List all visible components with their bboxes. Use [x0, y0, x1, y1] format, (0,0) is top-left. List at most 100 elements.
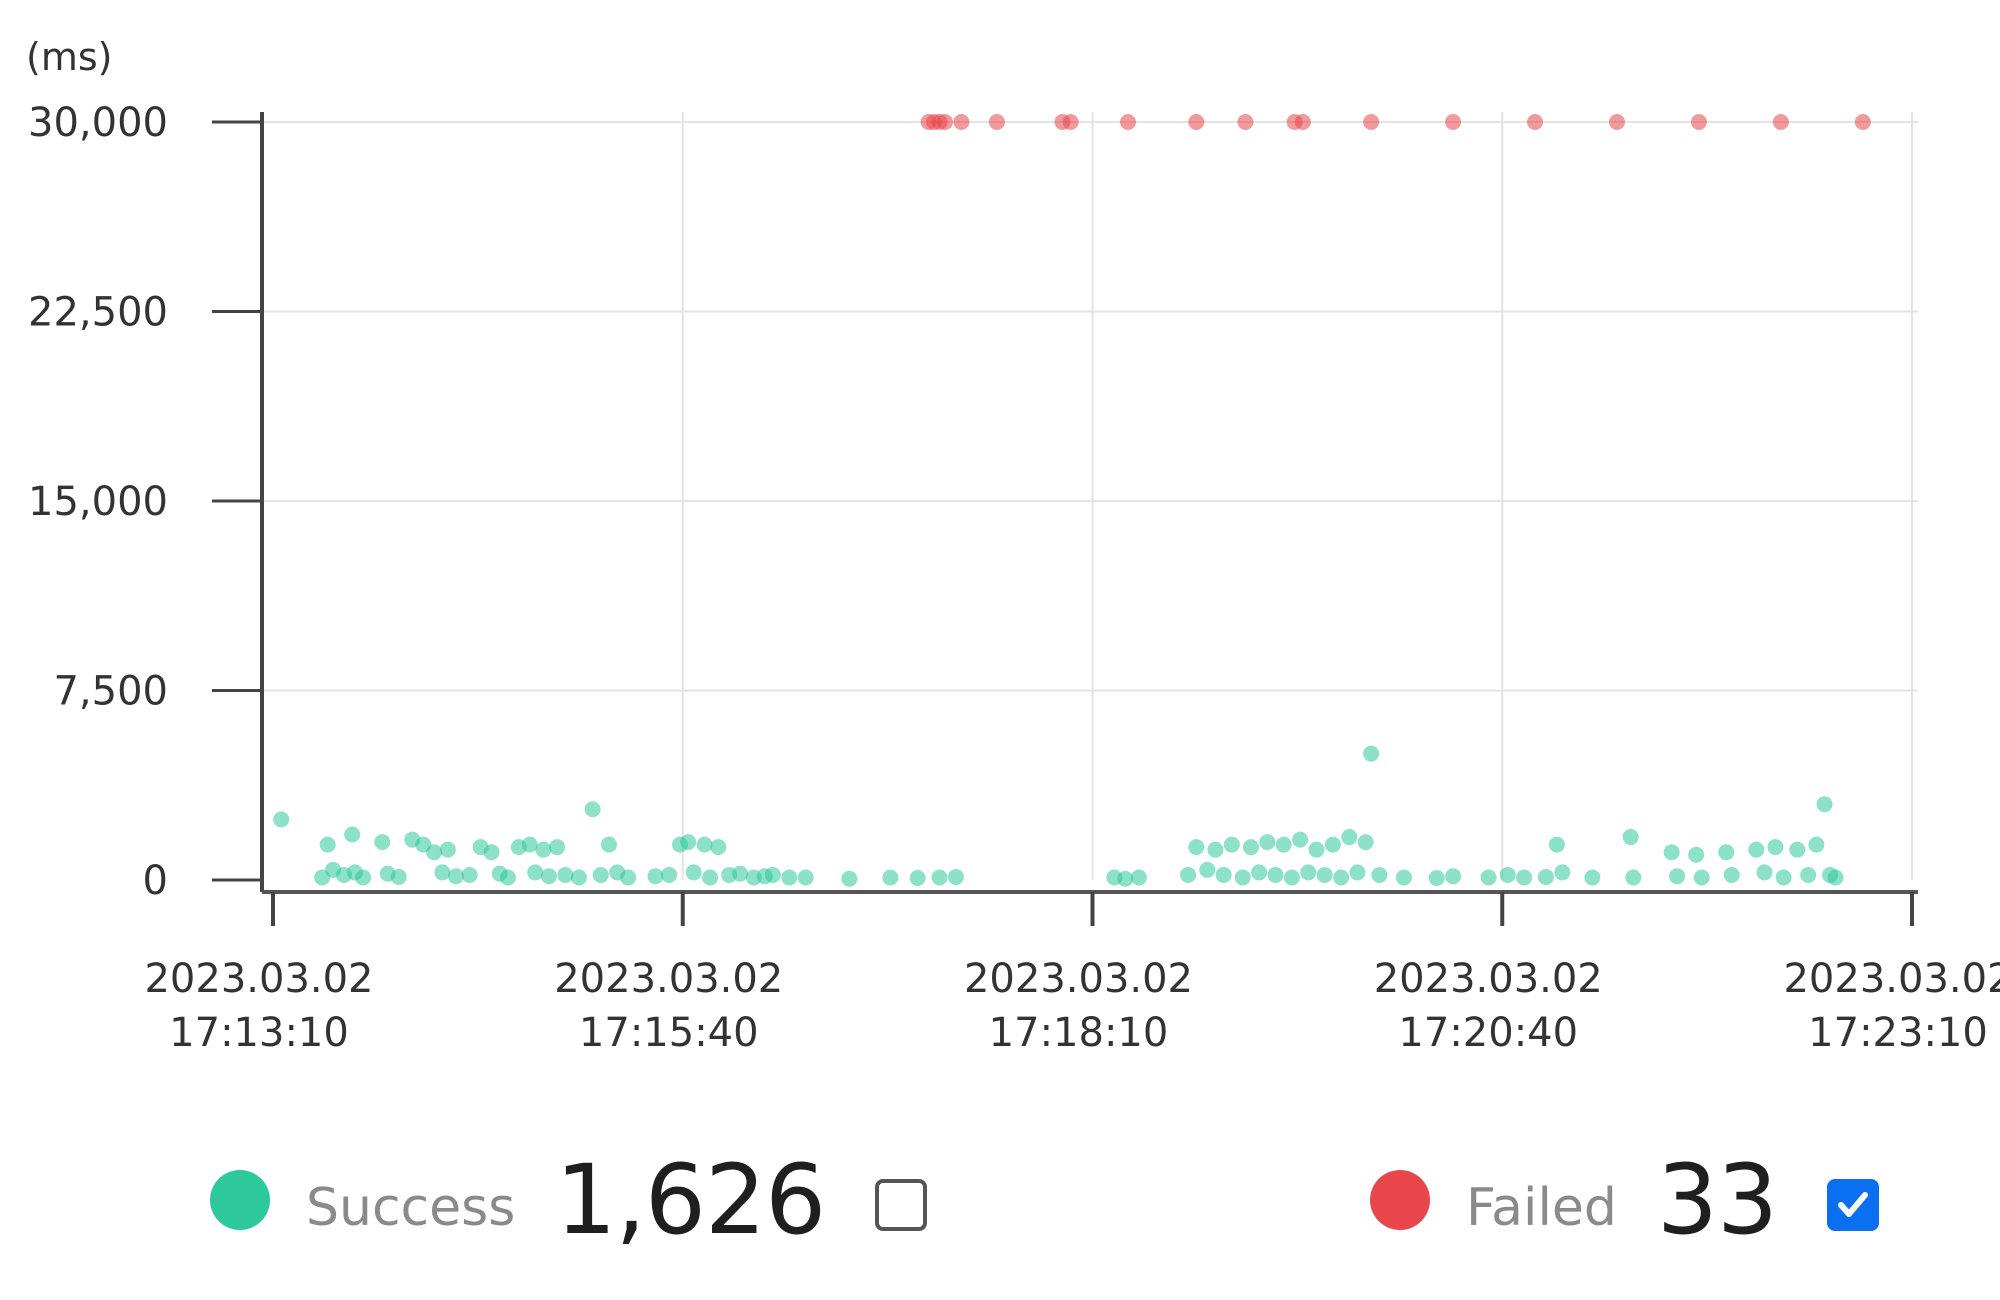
success-point — [319, 836, 336, 853]
success-point — [1789, 841, 1806, 858]
success-point — [909, 869, 926, 886]
x-tick-time-label: 17:20:40 — [1398, 1010, 1578, 1056]
success-point — [1215, 866, 1232, 883]
series-points — [273, 114, 1871, 887]
success-point — [685, 864, 702, 881]
success-point — [600, 836, 617, 853]
success-point — [1300, 864, 1317, 881]
success-point — [1663, 844, 1680, 861]
success-point — [439, 841, 456, 858]
y-tick-label: 30,000 — [28, 100, 168, 146]
success-point — [702, 869, 719, 886]
success-point — [1516, 869, 1533, 886]
success-point — [841, 870, 858, 887]
success-point — [1349, 864, 1366, 881]
y-tick-label: 15,000 — [28, 479, 168, 525]
success-point — [1242, 839, 1259, 856]
success-point — [1283, 869, 1300, 886]
y-axis-ticks: 0 7,500 15,000 22,500 30,000 — [28, 100, 262, 904]
success-point — [1267, 866, 1284, 883]
failed-point — [1363, 114, 1380, 130]
gridlines — [262, 112, 1918, 880]
success-point — [1180, 866, 1197, 883]
success-point — [1808, 836, 1825, 853]
x-tick-time-label: 17:18:10 — [989, 1010, 1169, 1056]
failed-point — [1062, 114, 1079, 130]
success-point — [527, 864, 544, 881]
success-point — [355, 869, 372, 886]
success-point — [1292, 831, 1309, 848]
success-point — [1199, 861, 1216, 878]
success-point — [549, 839, 566, 856]
success-point — [947, 868, 964, 885]
x-tick-date-label: 2023.03.02 — [144, 956, 373, 1002]
x-tick-time-label: 17:23:10 — [1808, 1010, 1988, 1056]
success-point — [1395, 869, 1412, 886]
success-point — [931, 869, 948, 886]
success-point — [1259, 834, 1276, 851]
success-point — [1499, 866, 1516, 883]
failed-toggle-checkbox[interactable] — [1827, 1179, 1880, 1231]
success-point — [521, 836, 538, 853]
success-point — [710, 839, 727, 856]
failed-point — [1527, 114, 1544, 130]
x-tick-time-label: 17:15:40 — [579, 1010, 759, 1056]
success-point — [1800, 866, 1817, 883]
success-point — [661, 866, 678, 883]
success-count: 1,626 — [555, 1144, 826, 1256]
success-point — [1445, 868, 1462, 885]
failed-point — [953, 114, 970, 130]
success-point — [483, 844, 500, 861]
success-point — [448, 868, 465, 885]
success-point — [584, 801, 601, 818]
failed-point — [1690, 114, 1707, 130]
failed-point — [1854, 114, 1871, 130]
success-point — [592, 866, 609, 883]
success-point — [647, 868, 664, 885]
success-point — [570, 869, 587, 886]
success-point — [461, 866, 478, 883]
success-point — [1584, 869, 1601, 886]
success-color-dot — [210, 1170, 270, 1230]
success-point — [1363, 745, 1380, 762]
success-point — [781, 869, 798, 886]
success-point — [390, 868, 407, 885]
success-point — [374, 834, 391, 851]
success-point — [540, 868, 557, 885]
failed-point — [1188, 114, 1205, 130]
failed-point — [1120, 114, 1137, 130]
x-tick-time-label: 17:13:10 — [169, 1010, 349, 1056]
success-toggle-checkbox[interactable] — [875, 1179, 928, 1231]
success-point — [1554, 864, 1571, 881]
success-point — [1275, 836, 1292, 853]
x-axis-ticks: 2023.03.02 17:13:10 2023.03.02 17:15:40 2023… — [144, 892, 2000, 1056]
failed-color-dot — [1370, 1170, 1430, 1230]
success-point — [764, 866, 781, 883]
success-point — [732, 865, 749, 882]
y-tick-label: 0 — [143, 858, 168, 904]
series-success — [273, 745, 1844, 887]
x-tick-date-label: 2023.03.02 — [1374, 956, 1603, 1002]
success-point — [680, 834, 697, 851]
failed-point — [1772, 114, 1789, 130]
series-failed — [920, 114, 1871, 130]
y-unit-label: (ms) — [26, 35, 112, 79]
success-point — [1428, 869, 1445, 886]
success-point — [1357, 834, 1374, 851]
legend-success: Success 1,626 — [210, 1140, 928, 1260]
success-point — [1756, 864, 1773, 881]
success-point — [1371, 866, 1388, 883]
success-point — [1117, 870, 1134, 887]
y-tick-label: 22,500 — [28, 290, 168, 336]
success-point — [797, 869, 814, 886]
success-point — [1251, 864, 1268, 881]
success-point — [882, 869, 899, 886]
success-point — [434, 864, 451, 881]
checkmark-icon — [1838, 1192, 1869, 1217]
success-point — [1723, 866, 1740, 883]
success-point — [1748, 841, 1765, 858]
success-label: Success — [306, 1178, 516, 1238]
success-point — [1625, 869, 1642, 886]
success-point — [1537, 868, 1554, 885]
